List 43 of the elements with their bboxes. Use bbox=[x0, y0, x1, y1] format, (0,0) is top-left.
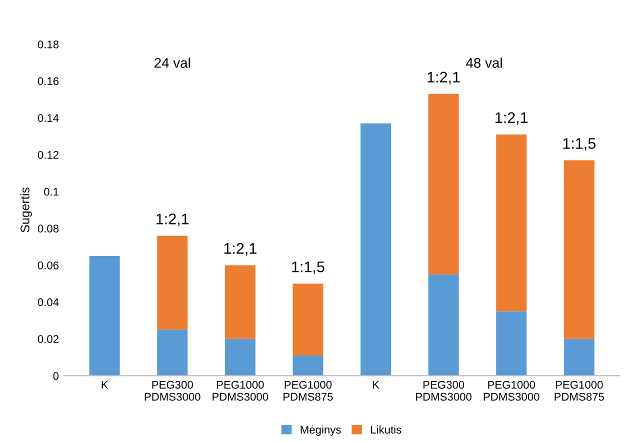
y-tick-label: 0.16 bbox=[38, 77, 59, 86]
annotation: 1:2,1 bbox=[156, 214, 189, 226]
annotation: 1:2,1 bbox=[224, 243, 256, 256]
y-tick-label: 0 bbox=[53, 372, 59, 380]
y-tick-label: 0.1 bbox=[44, 188, 58, 196]
y-axis-title: Sugertis bbox=[20, 187, 32, 232]
x-tick-label: PEG1000 PDMS875 bbox=[284, 380, 333, 401]
bar bbox=[428, 94, 459, 274]
y-tick-label: 0.02 bbox=[38, 335, 58, 343]
x-tick-label: PEG1000 PDMS3000 bbox=[212, 380, 268, 401]
annotation: 1:2,1 bbox=[496, 112, 528, 125]
x-tick-label: PEG1000 PDMS875 bbox=[554, 380, 604, 401]
annotation: 1:1,5 bbox=[292, 262, 324, 274]
legend-label: Mėginys bbox=[300, 425, 341, 436]
bar bbox=[224, 338, 256, 376]
y-tick-label: 0.08 bbox=[38, 224, 59, 232]
annotation: 48 val bbox=[466, 58, 502, 68]
bar bbox=[564, 338, 594, 376]
bar bbox=[157, 236, 188, 330]
bar bbox=[292, 284, 324, 356]
annotation: 1:2,1 bbox=[428, 72, 460, 84]
x-tick-label: PEG300 PDMS3000 bbox=[416, 380, 472, 401]
bar bbox=[224, 265, 256, 339]
bar bbox=[292, 355, 324, 376]
bar bbox=[496, 134, 527, 312]
annotation: 24 val bbox=[154, 58, 190, 68]
bar bbox=[89, 256, 120, 376]
y-tick-label: 0.04 bbox=[38, 298, 59, 306]
bar bbox=[496, 311, 527, 376]
annotation: 1:1,5 bbox=[563, 138, 596, 151]
x-tick-label: PEG300 PDMS3000 bbox=[144, 380, 200, 401]
y-tick-label: 0.12 bbox=[38, 150, 58, 159]
bar bbox=[428, 274, 459, 376]
bar bbox=[564, 160, 594, 339]
x-tick-label: PEG1000 PDMS3000 bbox=[484, 380, 540, 401]
x-tick-label: K bbox=[102, 380, 108, 389]
y-tick-label: 0.18 bbox=[38, 40, 59, 48]
bar bbox=[157, 330, 188, 376]
legend-label: Likutis bbox=[371, 425, 402, 434]
y-tick-label: 0.14 bbox=[38, 114, 59, 122]
x-tick-label: K bbox=[372, 380, 380, 389]
y-tick-label: 0.06 bbox=[38, 261, 59, 270]
bar bbox=[360, 123, 392, 376]
